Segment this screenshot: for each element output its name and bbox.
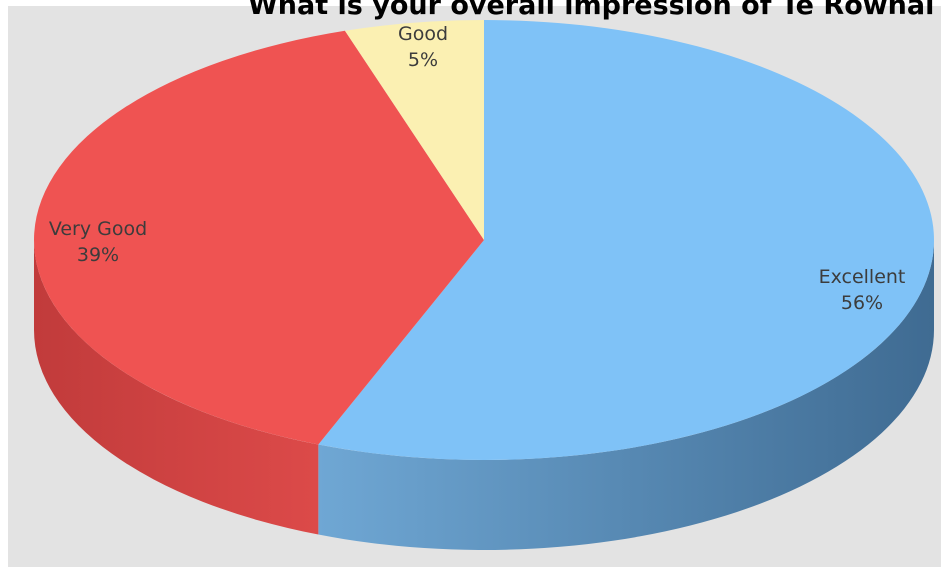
pie-slice-excellent[interactable]: [318, 20, 935, 461]
slice-label-percent: 5%: [408, 49, 438, 71]
pie-slice-very-good[interactable]: [34, 30, 484, 445]
slice-label-very-good: Very Good 39%: [49, 218, 147, 266]
slice-label-percent: 39%: [77, 244, 119, 266]
slice-label-percent: 56%: [841, 292, 883, 314]
slice-label-excellent: Excellent 56%: [819, 266, 906, 314]
slice-label-category: Very Good: [49, 218, 147, 240]
slice-label-category: Good: [398, 23, 448, 45]
slice-label-category: Excellent: [819, 266, 906, 288]
pie-side-very-good: [34, 240, 319, 535]
slice-label-good: Good 5%: [398, 23, 448, 71]
chart-title: What is your overall impression of Te Ro…: [248, 0, 941, 21]
pie-slice-good[interactable]: [344, 20, 484, 240]
pie-side-excellent: [318, 240, 934, 550]
